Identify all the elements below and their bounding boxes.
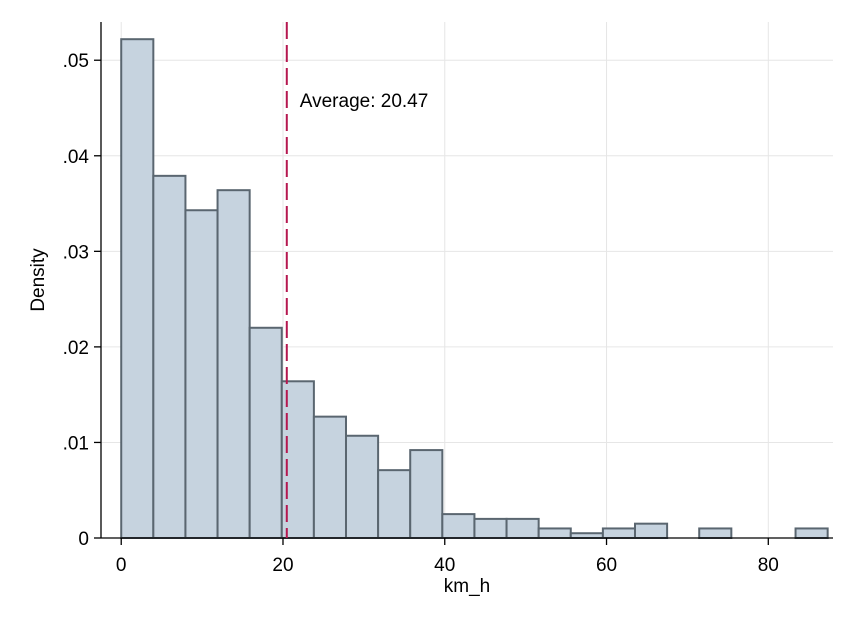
histogram-bar [601, 527, 636, 540]
y-tick-label: .02 [63, 338, 89, 359]
bars-layer [120, 38, 829, 540]
mean-annotation: Average: 20.47 [300, 91, 429, 112]
histogram-bar [184, 209, 219, 539]
x-tick-label: 80 [758, 555, 779, 576]
histogram-bar [633, 522, 669, 540]
histogram-bar [377, 469, 412, 539]
histogram-bar [312, 415, 347, 539]
histogram-bar [537, 527, 572, 540]
histogram-bar [152, 174, 187, 539]
y-tick-label: .01 [63, 433, 89, 454]
axes-layer: 0 .01 .02 .03 .04 .05 0 20 40 60 80 [63, 22, 833, 576]
x-tick-label: 40 [434, 555, 455, 576]
y-tick-label: .04 [63, 147, 90, 168]
histogram-bar [216, 189, 251, 540]
x-tick-label: 60 [596, 555, 617, 576]
histogram-bar [698, 527, 733, 540]
histogram-bar [344, 434, 380, 539]
y-tick-label: .03 [63, 242, 89, 263]
x-tick-label: 20 [272, 555, 293, 576]
histogram-bar [441, 513, 476, 539]
histogram-bar [505, 517, 540, 540]
histogram-bar [794, 527, 829, 540]
y-axis-title: Density [28, 248, 49, 312]
x-axis-title: km_h [444, 576, 490, 597]
histogram-bar [473, 517, 508, 540]
histogram-bar [120, 38, 155, 539]
y-tick-label: 0 [78, 529, 89, 550]
reference-layer: Average: 20.47 [285, 22, 429, 538]
y-tick-label: .05 [63, 51, 89, 72]
histogram-bar [569, 532, 604, 540]
x-tick-label: 0 [116, 555, 127, 576]
histogram-bar [409, 449, 444, 540]
histogram-bar [248, 326, 283, 539]
